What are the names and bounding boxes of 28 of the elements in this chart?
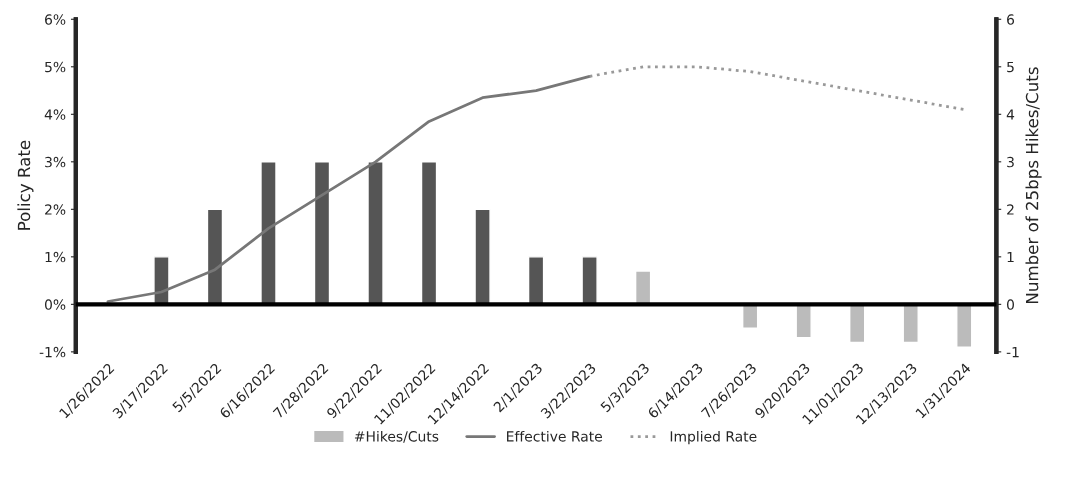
- bar: [849, 303, 866, 344]
- y-tick-label: 2%: [45, 204, 66, 215]
- line-series: [588, 65, 966, 111]
- y-tick-label: 6%: [45, 14, 66, 25]
- y2-tick-label: 1: [1007, 251, 1014, 263]
- bar: [902, 303, 919, 344]
- bar: [795, 303, 812, 339]
- legend-label: Implied Rate: [670, 430, 757, 445]
- y-tick-label: 0%: [44, 299, 66, 310]
- y-tick-label: 5%: [45, 61, 66, 73]
- y2-axis-title: Number of 25bps Hikes/Cuts: [1025, 67, 1042, 303]
- y-tick-label: 3%: [45, 156, 66, 168]
- y2-tick-label: 4: [1006, 109, 1015, 120]
- y-tick-label: -1%: [39, 346, 66, 358]
- y2-tick-label: 5: [1007, 61, 1014, 73]
- legend-label: Effective Rate: [507, 430, 602, 442]
- y2-tick-label: 3: [1007, 156, 1014, 168]
- y2-tick-label: 2: [1007, 204, 1014, 215]
- y-tick-label: 1%: [45, 251, 66, 263]
- y2-tick-label: 0: [1007, 299, 1014, 310]
- legend-label: #Hikes/Cuts: [354, 430, 439, 443]
- bar: [956, 303, 973, 348]
- line-series: [106, 74, 591, 303]
- y2-tick-label: -1: [1006, 347, 1019, 358]
- y-tick-label: 4%: [44, 109, 66, 120]
- y-axis-title: Policy Rate: [17, 140, 34, 230]
- y2-tick-label: 6: [1007, 14, 1015, 25]
- bar: [741, 303, 759, 329]
